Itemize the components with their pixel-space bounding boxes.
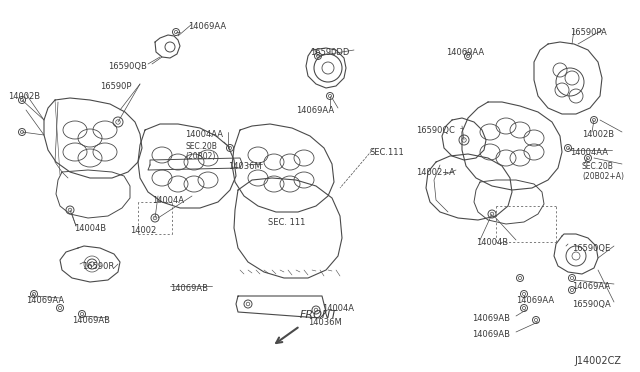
Text: SEC.20B: SEC.20B [185,142,217,151]
Text: 14069AA: 14069AA [26,296,64,305]
Text: 14002B: 14002B [582,130,614,139]
Text: (20B02+A): (20B02+A) [582,172,624,181]
Text: 14004AA: 14004AA [570,148,608,157]
Text: 16590P: 16590P [100,82,131,91]
Text: 16590QE: 16590QE [572,244,611,253]
Text: 14004A: 14004A [152,196,184,205]
Text: FRONT: FRONT [300,310,338,320]
Text: 14004B: 14004B [476,238,508,247]
Text: 14069AA: 14069AA [188,22,226,31]
Text: SEC.111: SEC.111 [370,148,404,157]
Text: 14002B: 14002B [8,92,40,101]
Text: 16590QA: 16590QA [572,300,611,309]
Text: 14069AA: 14069AA [572,282,610,291]
Text: 14002+A: 14002+A [416,168,455,177]
Text: 14069AB: 14069AB [472,314,510,323]
Text: 16590R: 16590R [82,262,115,271]
Text: 14004B: 14004B [74,224,106,233]
Text: 16590DD: 16590DD [310,48,349,57]
Text: 14069AA: 14069AA [296,106,334,115]
Text: 14036M: 14036M [228,162,262,171]
Text: 14036M: 14036M [308,318,342,327]
Text: 14069AB: 14069AB [170,284,208,293]
Text: 16590QB: 16590QB [108,62,147,71]
Text: 16590PA: 16590PA [570,28,607,37]
Text: SEC.20B: SEC.20B [582,162,614,171]
Text: SEC. 111: SEC. 111 [268,218,305,227]
Text: 14069AB: 14069AB [472,330,510,339]
Text: 14069AA: 14069AA [516,296,554,305]
Text: 14004AA: 14004AA [185,130,223,139]
Text: (20B02): (20B02) [185,152,216,161]
Text: 14004A: 14004A [322,304,354,313]
Text: 14002: 14002 [130,226,156,235]
Text: 14069AB: 14069AB [72,316,110,325]
Text: 16590QC: 16590QC [416,126,455,135]
Text: 14069AA: 14069AA [446,48,484,57]
Text: J14002CZ: J14002CZ [574,356,621,366]
